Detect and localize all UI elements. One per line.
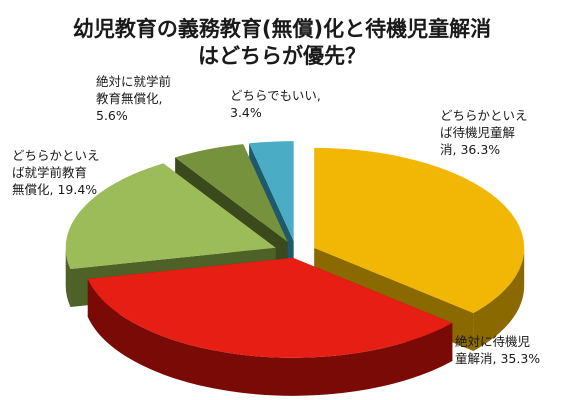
slice-label-4-line: 教育無償化, (96, 91, 162, 106)
slice-3-side-outer (65, 247, 71, 307)
chart-title-line-2: はどちらが優先？ (198, 44, 366, 68)
chart-title: 幼児教育の義務教育(無償)化と待機児童解消 はどちらが優先？ (73, 17, 491, 68)
slice-label-3: どちらかといえば就学前教育無償化, 19.4% (12, 148, 100, 197)
slice-label-1-line: 消, 36.3% (440, 142, 500, 157)
slice-label-4-line: 5.6% (96, 108, 128, 123)
slice-label-1: どちらかといえば待機児童解消, 36.3% (440, 108, 528, 157)
slice-label-4: 絶対に就学前教育無償化, 5.6% (96, 74, 171, 123)
slice-label-3-line: ば就学前教育 (12, 165, 87, 180)
slice-label-5: どちらでもいい, 3.4% (230, 88, 321, 120)
pie-top-layer (65, 141, 525, 358)
chart-title-line-1: 幼児教育の義務教育(無償)化と待機児童解消 (73, 17, 491, 41)
slice-label-3-line: 無償化, 19.4% (12, 182, 97, 197)
slice-label-1-line: ば待機児童解 (440, 125, 515, 140)
slice-1-side-outer (473, 247, 525, 352)
slice-label-5-line: どちらでもいい, (230, 88, 321, 103)
slice-label-3-line: どちらかといえ (12, 148, 100, 163)
slice-label-4-line: 絶対に就学前 (96, 74, 171, 89)
slice-2-side-outer (87, 279, 453, 396)
slice-label-2-line: 絶対に待機児 (455, 334, 530, 349)
slice-label-2: 絶対に待機児童解消, 35.3% (455, 334, 540, 366)
slice-label-1-line: どちらかといえ (440, 108, 528, 123)
pie-slice-1 (314, 147, 525, 314)
slice-label-5-line: 3.4% (230, 105, 262, 120)
pie-slice-4 (175, 144, 288, 242)
pie-slice-3 (65, 163, 276, 269)
slice-label-2-line: 童解消, 35.3% (455, 351, 540, 366)
pie-slice-5 (249, 141, 294, 242)
pie-slice-2 (87, 257, 453, 358)
slice-labels: どちらかといえば待機児童解消, 36.3%絶対に待機児童解消, 35.3%どちら… (12, 74, 540, 366)
